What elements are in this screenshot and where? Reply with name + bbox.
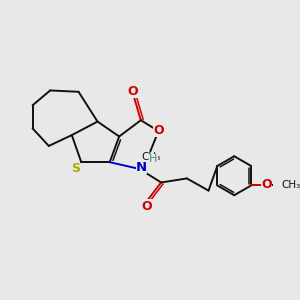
Text: S: S — [71, 162, 80, 175]
Text: H: H — [149, 154, 158, 164]
Text: N: N — [136, 161, 147, 174]
Text: CH₃: CH₃ — [141, 152, 160, 162]
Text: CH₃: CH₃ — [281, 181, 300, 190]
Text: O: O — [128, 85, 138, 98]
Text: O: O — [141, 200, 152, 212]
Text: O: O — [153, 124, 164, 137]
Text: O: O — [261, 178, 272, 191]
